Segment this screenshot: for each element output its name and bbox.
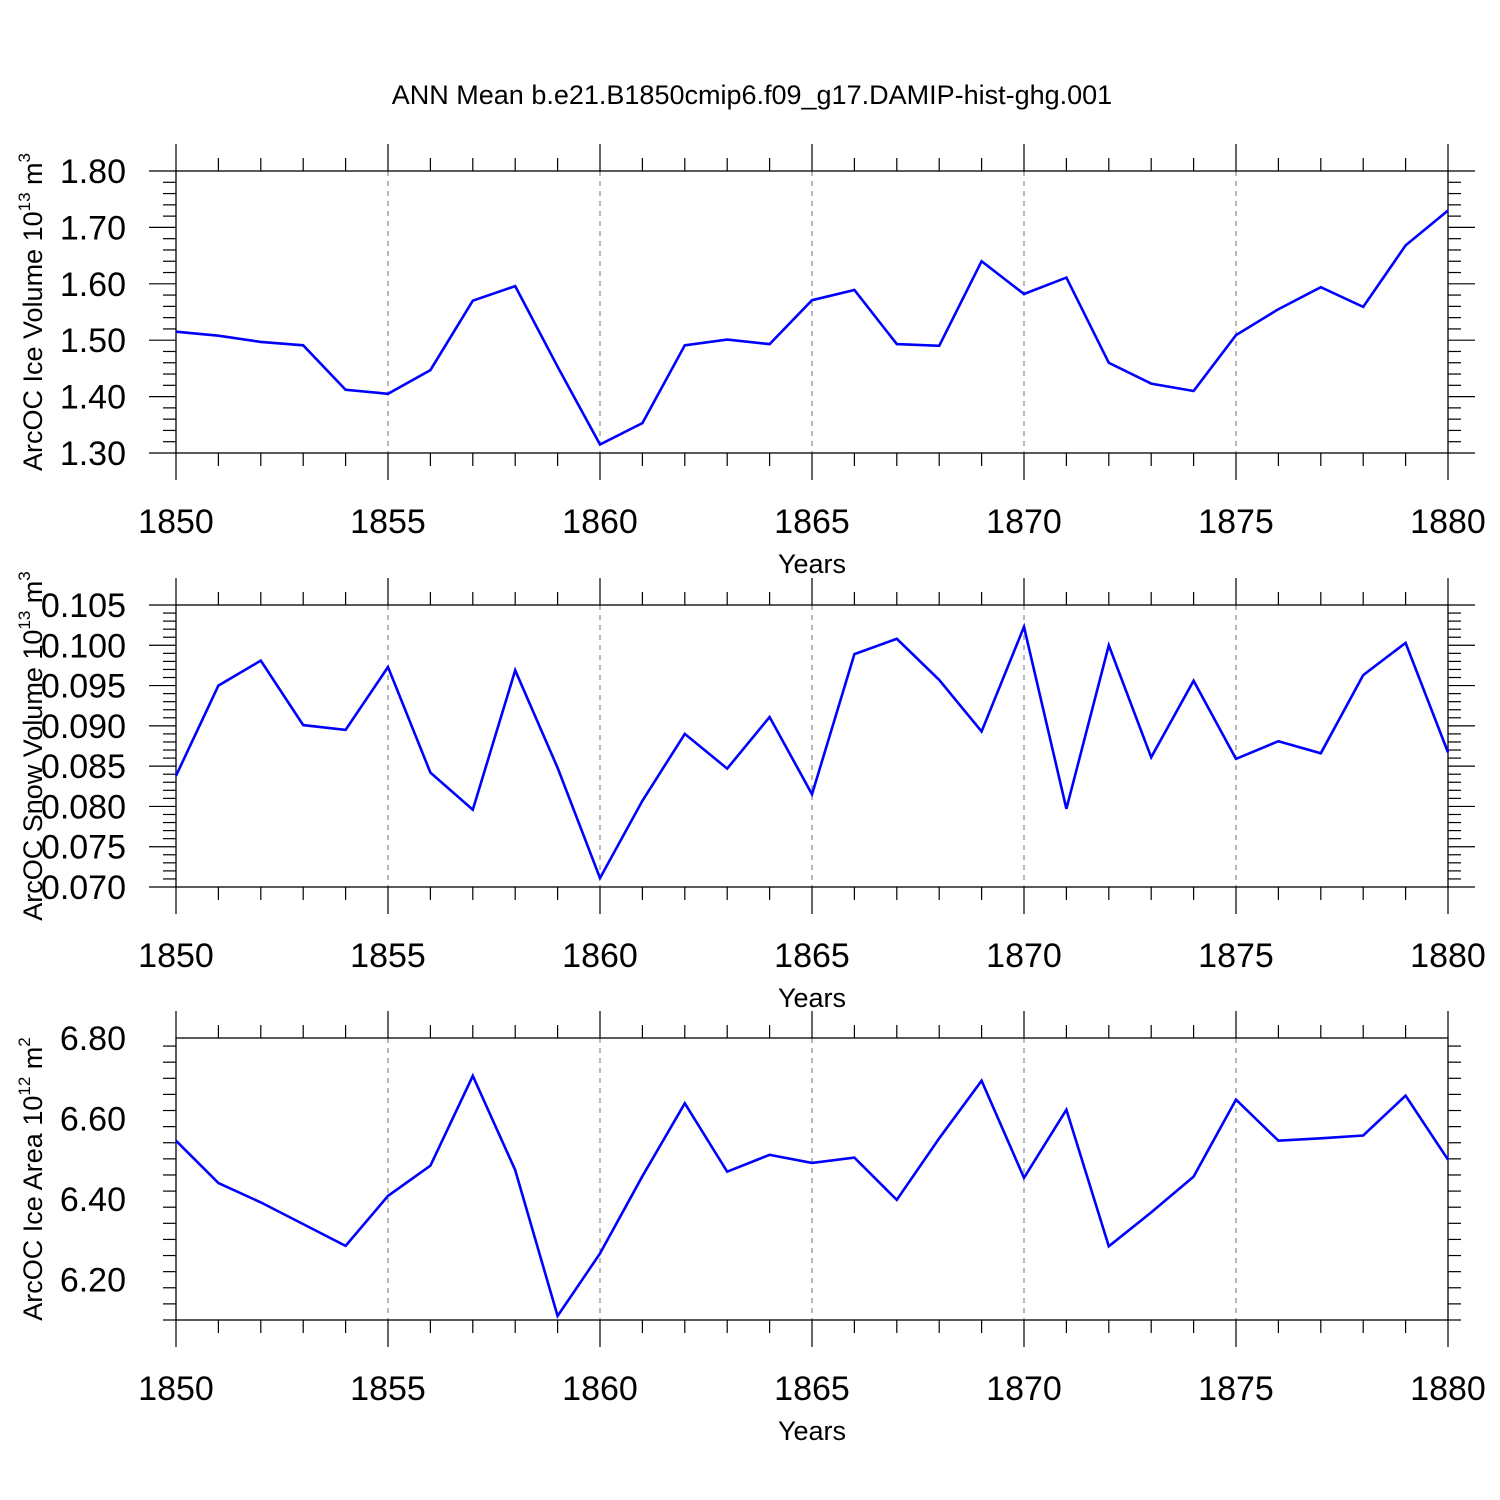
x-tick-label: 1880	[1410, 937, 1486, 975]
y-axis-label: ArcOC Ice Volume 1013 m3	[15, 153, 48, 471]
y-axis-label-superscript: 12	[15, 1077, 34, 1096]
y-tick-label: 0.075	[41, 829, 126, 867]
y-tick-label: 1.50	[60, 322, 126, 360]
y-axis-label: ArcOC Ice Area 1012 m2	[15, 1037, 48, 1321]
x-tick-label: 1860	[562, 1370, 638, 1408]
y-tick-label: 0.105	[41, 587, 126, 625]
x-tick-label: 1880	[1410, 1370, 1486, 1408]
y-axis-label-superscript: 13	[15, 611, 34, 630]
x-tick-label: 1865	[774, 937, 850, 975]
y-axis-label-part: ArcOC Snow Volume 10	[18, 630, 48, 921]
x-tick-label: 1875	[1198, 937, 1274, 975]
y-axis-label-superscript: 3	[15, 571, 34, 580]
panel-ice-volume: 1850 1855 1860 1865 1870 1875 1880 1.30 1.40 1.50…	[15, 144, 1486, 579]
y-tick-label: 1.60	[60, 266, 126, 304]
x-tick-label: 1850	[138, 503, 214, 541]
y-tick-label: 0.080	[41, 788, 126, 826]
y-axis-label-part: ArcOC Ice Volume 10	[18, 211, 48, 471]
y-tick-label: 0.090	[41, 708, 126, 746]
y-tick-label: 0.100	[41, 627, 126, 665]
x-tick-label: 1855	[350, 503, 426, 541]
series-line	[175, 209, 1449, 447]
series-line	[174, 622, 1450, 882]
y-axis-label-part: m	[18, 162, 48, 192]
x-tick-label: 1865	[774, 1370, 850, 1408]
y-tick-label: 6.60	[60, 1101, 126, 1139]
x-tick-label: 1870	[986, 503, 1062, 541]
x-axis-label: Years	[778, 549, 846, 579]
y-axis-label-superscript: 3	[15, 153, 34, 162]
x-tick-label: 1865	[774, 503, 850, 541]
x-axis-label: Years	[778, 983, 846, 1013]
y-axis-label: ArcOC Snow Volume 1013 m3	[15, 571, 48, 921]
x-tick-label: 1850	[138, 1370, 214, 1408]
x-tick-label: 1860	[562, 937, 638, 975]
y-axis-label-superscript: 2	[15, 1037, 34, 1046]
y-tick-label: 1.80	[60, 153, 126, 191]
y-tick-label: 6.40	[60, 1181, 126, 1219]
x-tick-label: 1860	[562, 503, 638, 541]
y-axis-label-part: m	[18, 1047, 48, 1077]
series-line	[175, 1072, 1450, 1320]
x-tick-label: 1855	[350, 937, 426, 975]
y-tick-label: 6.20	[60, 1262, 126, 1300]
y-axis-label-part: m	[18, 581, 48, 611]
x-tick-label: 1875	[1198, 1370, 1274, 1408]
x-tick-label: 1880	[1410, 503, 1486, 541]
x-tick-label: 1870	[986, 937, 1062, 975]
chart-title: ANN Mean b.e21.B1850cmip6.f09_g17.DAMIP-…	[392, 80, 1112, 110]
y-axis-label-superscript: 13	[15, 192, 34, 211]
y-tick-label: 1.40	[60, 379, 126, 417]
x-axis-label: Years	[778, 1416, 846, 1446]
x-tick-label: 1855	[350, 1370, 426, 1408]
panel-snow-volume: 1850 1855 1860 1865 1870 1875 18800.0700.0750.…	[15, 571, 1486, 1013]
x-tick-label: 1870	[986, 1370, 1062, 1408]
y-tick-label: 0.085	[41, 748, 126, 786]
y-axis-label-part: ArcOC Ice Area 10	[18, 1096, 48, 1321]
y-tick-label: 0.095	[41, 668, 126, 706]
x-tick-label: 1875	[1198, 503, 1274, 541]
x-tick-label: 1850	[138, 937, 214, 975]
y-tick-label: 0.070	[41, 869, 126, 907]
y-tick-label: 1.30	[60, 435, 126, 473]
y-tick-label: 1.70	[60, 209, 126, 247]
y-tick-label: 6.80	[60, 1020, 126, 1058]
panel-ice-area: 1850 1855 1860 1865 1870 1875 1880 6.20 6.40 6.60…	[15, 1011, 1486, 1446]
